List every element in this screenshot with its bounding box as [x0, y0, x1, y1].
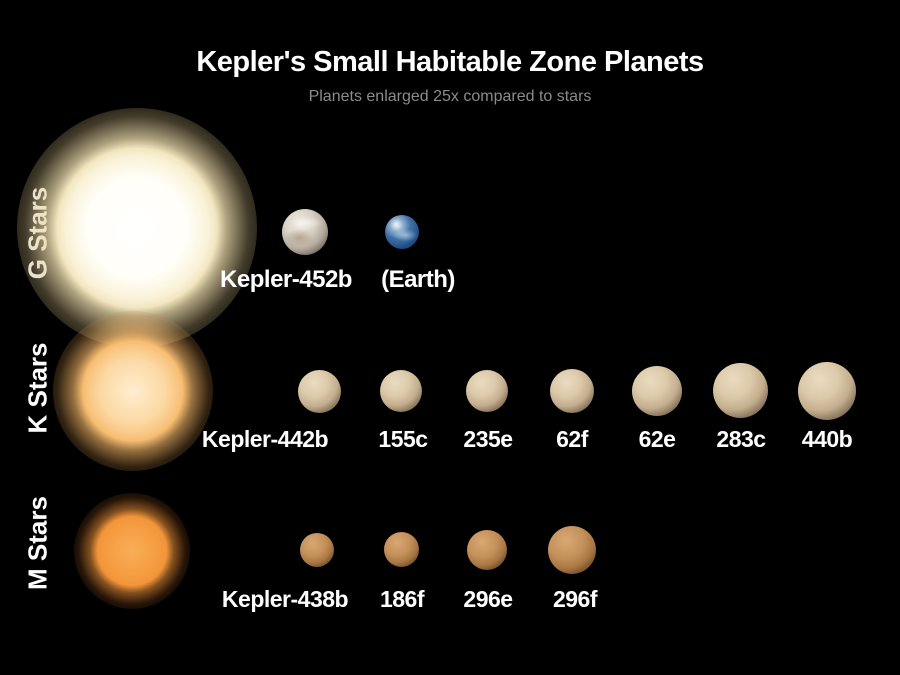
planet-label-62e: 62e [638, 426, 676, 452]
planet-label-kepler-438b: Kepler-438b [221, 586, 349, 612]
planet-label-283c: 283c [716, 426, 766, 452]
row-label-k-stars: K Stars [22, 342, 53, 434]
planet-kepler-452b [282, 209, 328, 255]
planet-kepler-62e [632, 366, 682, 416]
planet-label-155c: 155c [378, 426, 428, 452]
planet-label-earth: (Earth) [381, 266, 455, 293]
planet-label-235e: 235e [463, 426, 513, 452]
subtitle: Planets enlarged 25x compared to stars [308, 88, 592, 105]
g-star-graphic [17, 108, 257, 348]
planet-label-296f: 296f [552, 586, 598, 612]
planet-label-62f: 62f [556, 426, 588, 452]
planet-kepler-438b [300, 533, 334, 567]
planet-label-440b: 440b [801, 426, 853, 452]
planet-kepler-442b [298, 370, 341, 413]
planet-label-kepler-442b: Kepler-442b [201, 426, 329, 452]
planet-label-186f: 186f [379, 586, 425, 612]
planet-kepler-186f [384, 532, 419, 567]
row-label-m-stars: M Stars [22, 496, 53, 590]
planet-kepler-283c [713, 363, 768, 418]
m-star-graphic [74, 493, 190, 609]
k-star-graphic [53, 311, 213, 471]
planet-kepler-440b [798, 362, 856, 420]
planet-kepler-296f [548, 526, 596, 574]
planet-earth [385, 215, 419, 249]
planet-label-kepler-452b: Kepler-452b [220, 266, 352, 293]
planet-kepler-296e [467, 530, 507, 570]
planet-kepler-155c [380, 370, 422, 412]
planet-kepler-235e [466, 370, 508, 412]
planet-label-296e: 296e [463, 586, 513, 612]
page-title: Kepler's Small Habitable Zone Planets [196, 46, 704, 78]
planet-kepler-62f [550, 369, 594, 413]
